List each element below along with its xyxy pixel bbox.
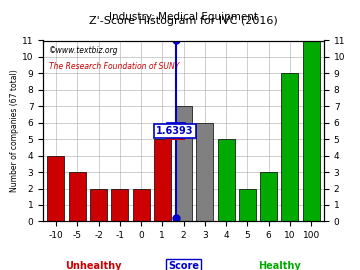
Bar: [132, 188, 149, 221]
Text: Unhealthy: Unhealthy: [66, 261, 122, 270]
Text: Score: Score: [168, 261, 199, 270]
Y-axis label: Number of companies (67 total): Number of companies (67 total): [10, 70, 19, 192]
Bar: [175, 106, 192, 221]
Bar: [239, 188, 256, 221]
Bar: [218, 139, 235, 221]
Bar: [196, 123, 213, 221]
Bar: [48, 156, 64, 221]
Text: The Research Foundation of SUNY: The Research Foundation of SUNY: [49, 62, 179, 71]
Text: Industry: Medical Equipment: Industry: Medical Equipment: [109, 12, 258, 22]
Text: Healthy: Healthy: [258, 261, 301, 270]
Bar: [90, 188, 107, 221]
Text: ©www.textbiz.org: ©www.textbiz.org: [49, 46, 118, 55]
Bar: [303, 40, 320, 221]
Title: Z'-Score Histogram for IVC (2016): Z'-Score Histogram for IVC (2016): [89, 16, 278, 26]
Bar: [111, 188, 128, 221]
Bar: [282, 73, 298, 221]
Bar: [69, 172, 86, 221]
Text: 1.6393: 1.6393: [156, 126, 194, 136]
Bar: [154, 139, 171, 221]
Bar: [260, 172, 277, 221]
